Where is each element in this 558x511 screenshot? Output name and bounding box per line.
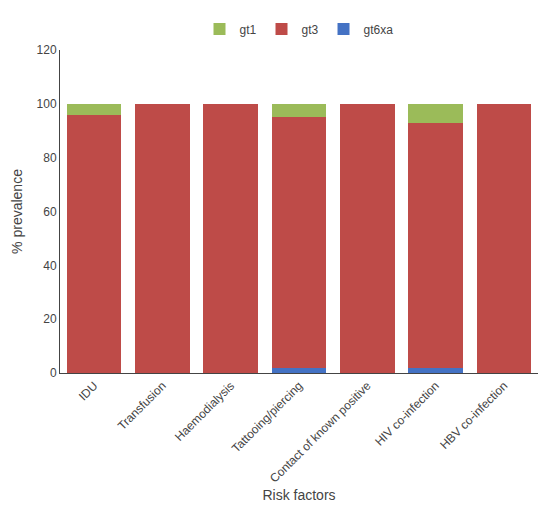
svg-text:20: 20 [43, 312, 57, 326]
svg-text:% prevalence: % prevalence [9, 169, 25, 254]
svg-text:Tattooing/piercing: Tattooing/piercing [229, 379, 305, 455]
svg-text:120: 120 [37, 43, 57, 57]
svg-text:40: 40 [43, 259, 57, 273]
svg-text:80: 80 [43, 151, 57, 165]
svg-text:IDU: IDU [76, 379, 101, 404]
svg-text:HBV co-infection: HBV co-infection [437, 379, 510, 452]
svg-text:Transfusion: Transfusion [115, 379, 169, 433]
svg-text:Contact of known positive: Contact of known positive [267, 379, 374, 486]
svg-text:Haemodialysis: Haemodialysis [172, 379, 237, 444]
svg-text:Risk factors: Risk factors [262, 487, 335, 503]
svg-text:100: 100 [37, 97, 57, 111]
svg-text:0: 0 [50, 366, 57, 380]
svg-text:HIV co-infection: HIV co-infection [372, 379, 442, 449]
svg-text:gt3: gt3 [302, 23, 319, 37]
svg-text:60: 60 [43, 205, 57, 219]
svg-text:gt6xa: gt6xa [364, 23, 394, 37]
svg-text:gt1: gt1 [240, 23, 257, 37]
